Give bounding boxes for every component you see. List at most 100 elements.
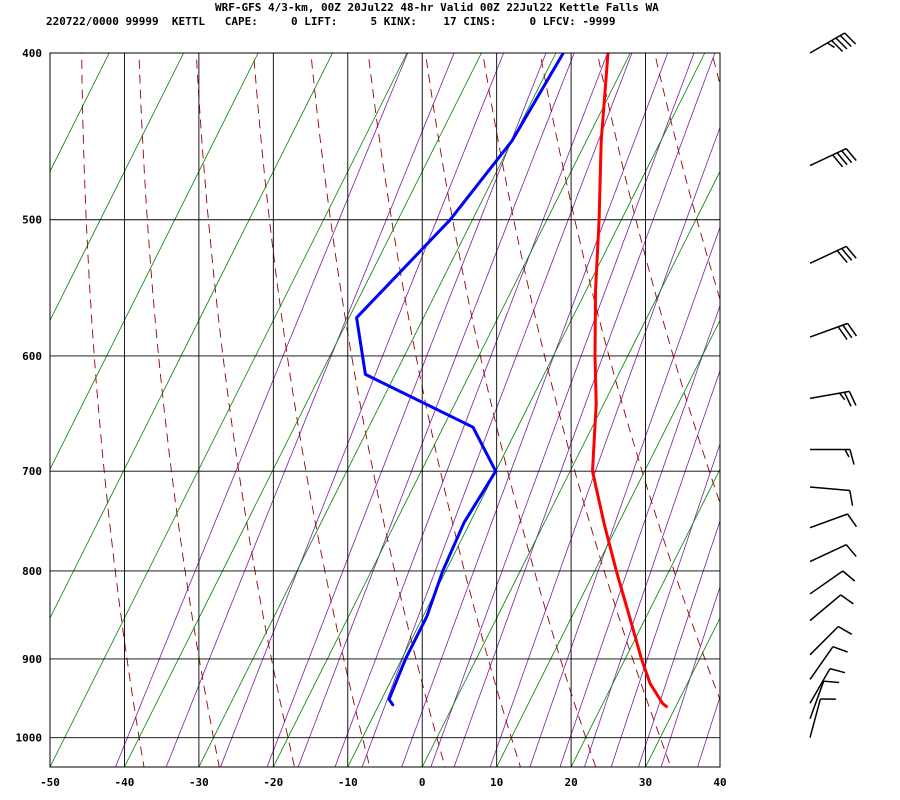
- temperature-point: [628, 615, 630, 617]
- x-tick-label: 20: [564, 776, 577, 789]
- dry-adiabat-line: [253, 53, 371, 767]
- mixing-ratio-line: [165, 53, 455, 767]
- mixing-ratio-line: [489, 126, 720, 767]
- x-tick-label: 30: [639, 776, 652, 789]
- x-axis-tick-labels: -50 -40 -30 -20 -10 0 10 20 30 40: [40, 776, 727, 789]
- temperature-point: [649, 682, 651, 685]
- dry-adiabat-line: [195, 53, 296, 767]
- wind-barb: [809, 625, 853, 656]
- wind-barb-feather: [842, 570, 856, 582]
- y-tick-label: 600: [22, 350, 42, 363]
- y-axis-tick-labels: 400 500 600 700 800 900 1000: [16, 47, 43, 745]
- wind-barb: [809, 322, 858, 340]
- isotherm-lines: [50, 53, 900, 767]
- wind-barb-feather: [845, 148, 857, 161]
- wind-barb-staff: [809, 390, 850, 400]
- sounding-header: WRF-GFS 4/3-km, 00Z 20Jul22 48-hr Valid …: [0, 0, 900, 34]
- wind-barb-feather: [843, 391, 852, 407]
- dewpoint-point: [388, 698, 390, 700]
- wind-barb: [809, 390, 857, 407]
- wind-barb: [809, 486, 854, 506]
- y-tick-label: 700: [22, 465, 42, 478]
- wind-barb-feather: [848, 391, 857, 406]
- wind-barb: [810, 448, 855, 465]
- isotherm-line: [869, 53, 900, 767]
- chart-title: WRF-GFS 4/3-km, 00Z 20Jul22 48-hr Valid …: [215, 1, 659, 14]
- temperature-point: [615, 570, 617, 572]
- isotherm-line: [719, 766, 720, 767]
- wind-barb-feather: [835, 37, 848, 50]
- wind-barb-staff: [809, 594, 842, 622]
- x-tick-label: -40: [115, 776, 135, 789]
- y-tick-label: 800: [22, 565, 42, 578]
- mixing-ratio-line: [660, 585, 720, 767]
- wind-barb-feather: [829, 667, 846, 674]
- wind-barb-feather: [844, 32, 857, 45]
- wind-barb: [809, 570, 856, 595]
- dry-adiabat-line: [81, 53, 145, 767]
- wind-barb-feather: [849, 449, 855, 465]
- temperature-profile: [591, 53, 669, 709]
- temperature-point: [661, 702, 664, 704]
- temperature-point: [594, 290, 597, 292]
- y-tick-label: 500: [22, 214, 42, 227]
- wind-barb-feather: [846, 322, 858, 337]
- wind-barb-staff: [809, 698, 822, 738]
- plot-frame: [49, 52, 721, 768]
- dry-adiabat-line: [596, 53, 720, 505]
- x-tick-label: -10: [338, 776, 358, 789]
- dewpoint-point: [364, 373, 366, 376]
- dry-adiabat-lines: [81, 15, 900, 782]
- wind-barb: [809, 513, 858, 529]
- wind-barb: [809, 645, 848, 680]
- wind-barb-staff: [809, 570, 844, 595]
- dewpoint-point: [442, 570, 444, 572]
- wind-barb-staff: [809, 543, 847, 563]
- temperature-point: [591, 470, 594, 472]
- grid-lines: [50, 53, 720, 767]
- wind-barb: [809, 680, 840, 720]
- dry-adiabat-line: [482, 53, 672, 767]
- wind-barb: [809, 32, 857, 54]
- temperature-point: [594, 355, 596, 357]
- wind-barb-feather: [826, 42, 835, 49]
- wind-barb: [809, 698, 836, 738]
- isotherm-line: [496, 319, 720, 767]
- temperature-point: [595, 403, 597, 405]
- wind-barb: [809, 245, 857, 264]
- wind-barb-feather: [837, 326, 848, 340]
- wind-barb-feather: [832, 645, 848, 653]
- mixing-ratio-line: [115, 53, 409, 767]
- dewpoint-point: [511, 140, 513, 142]
- dewpoint-point: [472, 426, 474, 428]
- wind-barb: [809, 147, 857, 168]
- x-tick-label: -30: [189, 776, 209, 789]
- temperature-point: [666, 706, 668, 708]
- mixing-ratio-line: [559, 304, 720, 767]
- wind-barb-feather: [823, 680, 840, 684]
- isotherm-line: [50, 53, 110, 173]
- mixing-ratio-line: [583, 369, 720, 767]
- mixing-ratio-line: [266, 53, 547, 767]
- mixing-ratio-line: [610, 442, 720, 767]
- wind-barb-staff: [809, 625, 839, 656]
- wind-barb-feather: [846, 513, 858, 528]
- dry-adiabat-line: [759, 15, 900, 782]
- wind-barb-staff: [809, 668, 831, 704]
- dry-adiabat-line: [654, 53, 720, 301]
- mixing-ratio-line: [453, 53, 716, 767]
- mixing-ratio-line: [430, 53, 695, 767]
- wind-barb-staff: [809, 513, 848, 529]
- dewpoint-point: [463, 522, 465, 524]
- wind-barb: [809, 594, 854, 622]
- mixing-ratio-line: [697, 695, 720, 767]
- temperature-point: [598, 219, 600, 221]
- dry-adiabat-line: [138, 53, 220, 767]
- mixing-ratio-line: [220, 53, 505, 767]
- wind-barb-feather: [836, 152, 848, 166]
- wind-barb-staff: [809, 245, 847, 264]
- wind-barb-feather: [841, 248, 853, 261]
- mixing-ratio-line: [297, 53, 575, 767]
- temperature-point: [600, 140, 602, 142]
